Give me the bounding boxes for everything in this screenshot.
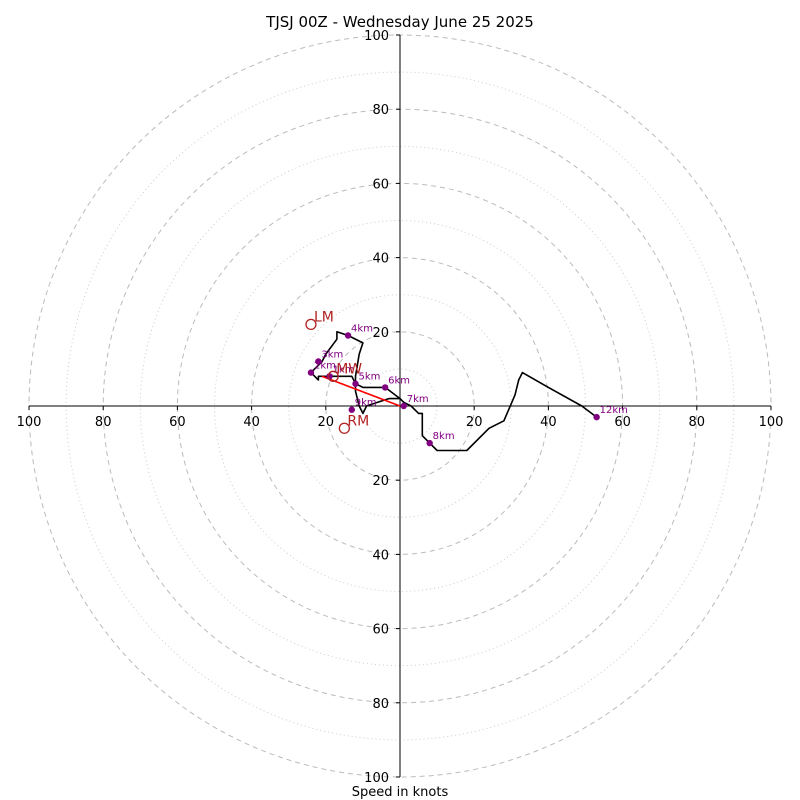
x-axis-label: Speed in knots (352, 785, 449, 800)
x-tick-label: 40 (540, 415, 557, 430)
y-tick-label: 80 (372, 103, 389, 118)
storm-motion-label: LM (314, 309, 334, 325)
hodograph-trace (310, 330, 598, 452)
x-tick-label: 80 (95, 415, 112, 430)
y-tick-label: 20 (372, 474, 389, 489)
hodograph-line (310, 330, 598, 452)
height-marker-label: 1km (333, 364, 355, 375)
height-marker (400, 402, 407, 410)
height-marker (315, 358, 322, 365)
height-marker (307, 369, 315, 376)
x-tick-label: 60 (614, 415, 631, 430)
tick-labels: 100 80 60 40 20 20 40 60 80 100 100 80 60 40 20 20 40 60 8… (17, 29, 784, 786)
height-marker-label: 8km (433, 431, 455, 442)
storm-motion-label: MW (336, 361, 362, 377)
height-marker-label: 5km (358, 372, 380, 383)
x-tick-label: 20 (318, 415, 335, 430)
storm-motion-marker (338, 422, 351, 434)
y-tick-label: 40 (372, 548, 389, 563)
height-marker (426, 439, 433, 447)
x-tick-label: 20 (466, 415, 483, 430)
chart-title: TJSJ 00Z - Wednesday June 25 2025 (265, 13, 534, 31)
height-marker-label: 7km (407, 394, 429, 405)
height-marker (381, 384, 389, 391)
height-marker-label: 3km (321, 349, 343, 360)
y-tick-label: 80 (372, 697, 389, 712)
x-tick-label: 100 (759, 415, 784, 430)
storm-motion-marker (305, 318, 317, 331)
y-tick-label: 60 (372, 623, 389, 638)
y-tick-label: 60 (372, 177, 389, 192)
height-marker-label: 4km (351, 324, 373, 335)
y-tick-label: 20 (372, 326, 389, 341)
storm-motion-label: RM (347, 413, 369, 429)
height-marker (348, 406, 355, 413)
x-tick-label: 60 (169, 415, 186, 430)
height-marker-label: 2km (314, 361, 336, 372)
height-marker (352, 380, 359, 387)
storm-motion-marker (327, 370, 339, 382)
height-marker-label: 9km (355, 398, 377, 409)
x-tick-label: 40 (243, 415, 260, 430)
storm-motion-markers: LM MW RM (305, 309, 369, 434)
x-tick-label: 100 (17, 415, 42, 430)
height-marker (344, 332, 352, 339)
y-tick-label: 100 (364, 771, 389, 786)
x-tick-label: 80 (689, 415, 706, 430)
height-marker (593, 413, 600, 421)
y-tick-label: 40 (372, 252, 389, 267)
height-marker-label: 12km (600, 405, 628, 416)
height-marker-label: 6km (388, 375, 410, 386)
y-tick-label: 100 (364, 29, 389, 44)
